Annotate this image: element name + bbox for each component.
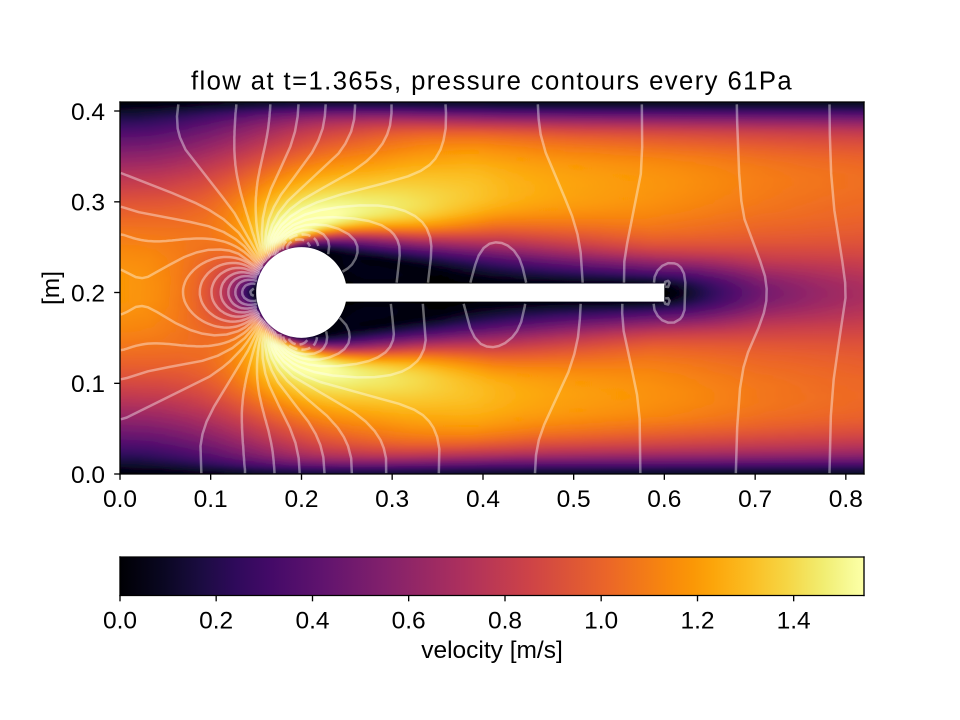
svg-text:1.4: 1.4 xyxy=(777,607,811,634)
svg-text:0.4: 0.4 xyxy=(295,607,329,634)
svg-text:0.0: 0.0 xyxy=(71,462,105,489)
svg-text:0.2: 0.2 xyxy=(71,280,105,307)
svg-text:velocity [m/s]: velocity [m/s] xyxy=(421,637,563,664)
svg-text:[m]: [m] xyxy=(38,271,65,305)
svg-text:0.4: 0.4 xyxy=(466,486,500,513)
svg-text:1.2: 1.2 xyxy=(680,607,714,634)
svg-text:0.7: 0.7 xyxy=(738,486,772,513)
svg-text:1.0: 1.0 xyxy=(584,607,618,634)
svg-text:flow at t=1.365s, pressure con: flow at t=1.365s, pressure contours ever… xyxy=(191,68,793,96)
svg-text:0.0: 0.0 xyxy=(103,607,137,634)
svg-text:0.3: 0.3 xyxy=(71,190,105,217)
svg-text:0.1: 0.1 xyxy=(71,371,105,398)
svg-text:0.2: 0.2 xyxy=(284,486,318,513)
svg-text:0.2: 0.2 xyxy=(199,607,233,634)
svg-text:0.4: 0.4 xyxy=(71,99,105,126)
svg-text:0.8: 0.8 xyxy=(829,486,863,513)
svg-text:0.1: 0.1 xyxy=(194,486,228,513)
svg-text:0.3: 0.3 xyxy=(375,486,409,513)
svg-text:0.0: 0.0 xyxy=(103,486,137,513)
svg-text:0.5: 0.5 xyxy=(557,486,591,513)
svg-text:0.6: 0.6 xyxy=(392,607,426,634)
svg-text:0.6: 0.6 xyxy=(647,486,681,513)
svg-text:0.8: 0.8 xyxy=(488,607,522,634)
